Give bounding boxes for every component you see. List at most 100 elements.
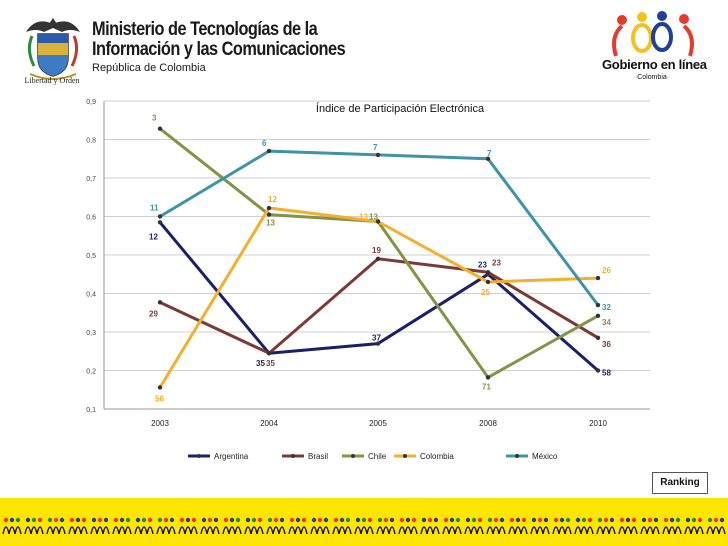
people-figure — [420, 517, 440, 535]
rank-label: 36 — [602, 340, 611, 349]
chart-title: Índice de Participación Electrónica — [316, 102, 485, 115]
legend-label: Chile — [368, 452, 387, 461]
header: Libertad y Orden Ministerio de Tecnologí… — [0, 0, 728, 92]
data-point — [595, 335, 601, 340]
x-tick-label: 2010 — [589, 419, 607, 428]
people-figure — [244, 517, 264, 535]
people-figure — [618, 517, 638, 535]
ministry-line-1: Ministerio de Tecnologías de la — [92, 19, 318, 40]
rank-label: 12 — [149, 232, 158, 241]
people-figure — [442, 517, 462, 535]
data-point — [485, 270, 491, 275]
chart-container: 0,1 0,2 0,3 0,4 0,5 0,6 0,7 0,8 0,9 2003 2004 2005 2… — [80, 90, 658, 470]
rank-label: 19 — [372, 246, 381, 255]
people-figure — [376, 517, 396, 535]
people-figure — [596, 517, 616, 535]
rank-label: 56 — [155, 394, 164, 403]
y-tick-label: 0,9 — [86, 99, 96, 106]
y-tick-label: 0,7 — [86, 176, 96, 183]
legend-label: México — [532, 452, 558, 461]
rank-label: 37 — [372, 334, 381, 343]
data-point — [595, 302, 601, 308]
rank-label: 7 — [487, 149, 492, 158]
data-point — [375, 341, 381, 346]
data-point — [375, 256, 381, 262]
x-tick-label: 2008 — [479, 419, 497, 428]
people-figure — [662, 517, 682, 535]
colombia-coat-of-arms-icon — [26, 18, 80, 80]
people-figure — [178, 517, 198, 535]
rank-label: 23 — [492, 258, 501, 267]
rank-label: 35 — [256, 359, 265, 368]
rank-label: 13 — [266, 219, 275, 228]
data-point — [375, 219, 381, 224]
x-tick-label: 2003 — [151, 419, 169, 428]
rank-label: 13 — [359, 213, 368, 222]
y-tick-label: 0,6 — [86, 215, 96, 222]
rank-label: 11 — [150, 204, 159, 213]
people-figure — [552, 517, 572, 535]
rank-label: 7 — [373, 143, 378, 152]
people-figure — [310, 517, 330, 535]
people-figure — [156, 517, 176, 535]
rank-label: 29 — [149, 309, 158, 318]
data-point — [485, 156, 491, 161]
data-point — [266, 205, 272, 211]
rank-label: 12 — [268, 195, 277, 204]
ministry-name: Ministerio de Tecnologías de la Informac… — [92, 20, 386, 75]
rank-label: 25 — [481, 288, 490, 297]
people-figure — [486, 517, 506, 535]
data-point — [595, 275, 601, 281]
line-chart: 0,1 0,2 0,3 0,4 0,5 0,6 0,7 0,8 0,9 2003 2004 2005 2… — [80, 90, 658, 470]
people-figure — [134, 517, 154, 535]
people-figure — [24, 517, 44, 535]
data-point — [157, 126, 163, 131]
people-figure — [574, 517, 594, 535]
rank-label: 6 — [262, 139, 267, 148]
legend-marker — [515, 454, 519, 458]
ranking-badge: Ranking — [652, 472, 708, 494]
decorative-people-band — [0, 498, 728, 546]
data-point — [595, 313, 601, 319]
people-figure — [332, 517, 352, 535]
legend-marker — [291, 454, 295, 458]
y-tick-label: 0,8 — [86, 138, 96, 145]
people-figure — [200, 517, 220, 535]
rank-label: 71 — [482, 382, 491, 391]
people-figure — [530, 517, 550, 535]
data-point — [157, 214, 163, 219]
gobierno-en-linea-subtitle: ·Colombia· — [634, 74, 670, 81]
y-tick-label: 0,5 — [86, 253, 96, 260]
people-figure — [46, 517, 66, 535]
legend-marker — [197, 454, 201, 458]
data-point — [595, 368, 601, 373]
legend-marker — [351, 454, 355, 458]
people-figure — [112, 517, 132, 535]
x-tick-label: 2004 — [260, 419, 278, 428]
rank-label: 32 — [602, 303, 611, 312]
data-point — [375, 152, 381, 158]
people-figure — [2, 517, 22, 535]
rank-label: 34 — [602, 318, 611, 327]
data-point — [266, 148, 272, 154]
people-figure — [706, 517, 726, 535]
gobierno-en-linea-title: Gobierno en línea — [602, 57, 707, 72]
rank-label: 13 — [369, 213, 378, 222]
legend-marker — [403, 454, 407, 458]
data-point — [157, 385, 163, 390]
seal-motto: Libertad y Orden — [24, 76, 80, 85]
people-figure — [354, 517, 374, 535]
legend-label: Argentina — [214, 452, 249, 461]
people-figure — [640, 517, 660, 535]
data-point — [266, 212, 272, 217]
people-figure — [288, 517, 308, 535]
x-tick-label: 2005 — [369, 419, 387, 428]
people-figure — [684, 517, 704, 535]
y-tick-label: 0,3 — [86, 330, 96, 337]
data-point — [157, 300, 163, 305]
people-figure — [90, 517, 110, 535]
rank-label: 58 — [602, 369, 611, 378]
gobierno-en-linea-logo-icon — [612, 11, 694, 57]
data-point — [157, 220, 163, 225]
people-figure — [222, 517, 242, 535]
